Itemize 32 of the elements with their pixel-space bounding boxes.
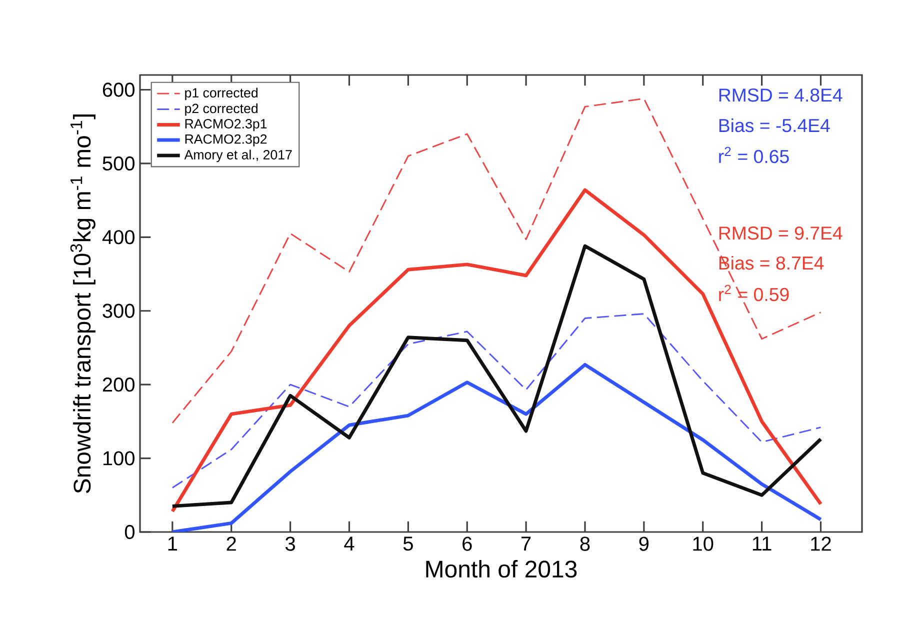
y-tick-label: 200	[102, 378, 134, 392]
annotation: RMSD = 9.7E4	[719, 226, 842, 240]
y-tick-label: 300	[102, 304, 134, 318]
x-tick-label: 11	[752, 536, 772, 550]
y-axis-title: Snowdrift transport [10$^{3}$kg m$^{-1}$ mo$^{-1}$]	[70, 114, 96, 494]
y-tick-label: 0	[124, 524, 134, 540]
x-tick-label: 7	[522, 536, 531, 550]
x-tick-label: 6	[462, 536, 472, 551]
x-tick-label: 8	[580, 536, 590, 551]
x-tick-label: 4	[344, 536, 354, 550]
x-tick-label: 12	[811, 536, 831, 551]
y-tick-label: 400	[102, 230, 134, 244]
legend-label: RACMO2.3p2	[185, 134, 267, 146]
y-tick-label: 100	[103, 451, 134, 466]
x-tick-label: 5	[403, 536, 413, 551]
x-tick-label: 2	[226, 536, 236, 551]
x-tick-label: 9	[639, 536, 649, 551]
line-series	[170, 244, 822, 508]
x-tick-label: 10	[693, 536, 714, 551]
x-axis-title: Month of 2013	[426, 560, 577, 578]
line-series	[172, 313, 822, 489]
y-tick-label: 600	[102, 82, 134, 97]
x-tick-label: 1	[168, 536, 177, 550]
legend-label: p1 corrected	[185, 88, 258, 100]
x-tick-label: 3	[285, 536, 295, 551]
annotation: Bias = -5.4E4	[719, 118, 830, 132]
y-tick-label: 500	[102, 156, 134, 171]
annotation: r$^{2}$ = 0.65	[719, 146, 789, 164]
legend-label: p2 corrected	[185, 103, 258, 116]
legend-label: Amory et al., 2017	[184, 150, 292, 162]
annotation: RMSD = 4.8E4	[719, 88, 842, 102]
legend-label: RACMO2.3p1	[185, 119, 267, 132]
